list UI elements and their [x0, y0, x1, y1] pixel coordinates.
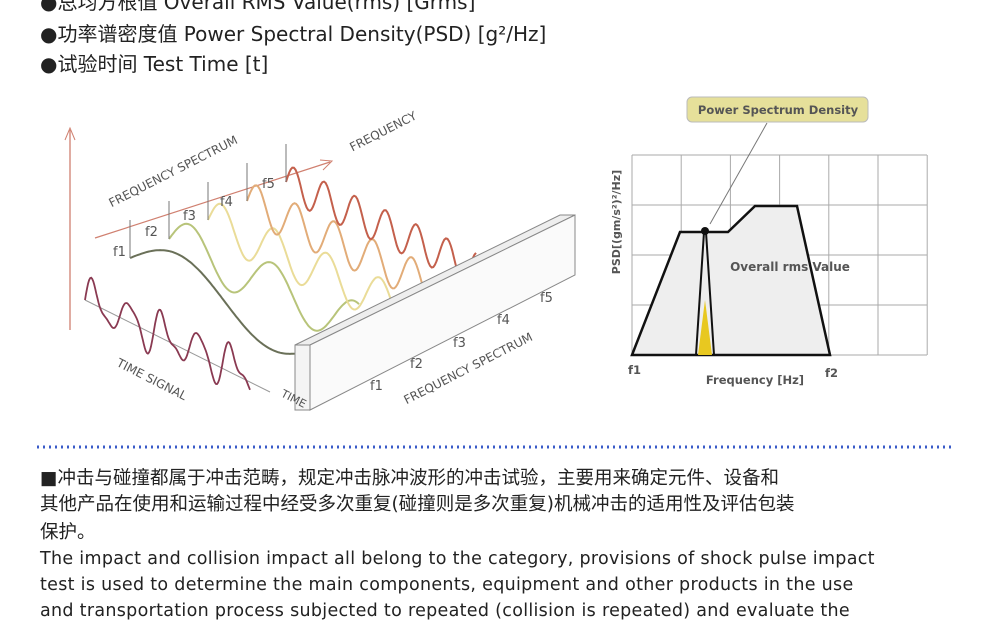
axis [94, 161, 331, 239]
wave [168, 222, 360, 332]
inner-label: Overall rms Value [730, 260, 850, 274]
arrow [319, 159, 334, 171]
dot [701, 227, 709, 235]
f-label: f3 [183, 209, 196, 224]
psd-shape [630, 204, 832, 357]
f-label: f2 [410, 357, 423, 372]
bullet: ●总均方根值 Overall RMS Value(rms) [Grms] [40, 0, 476, 14]
spike-fill [698, 300, 712, 355]
f-label: f1 [370, 379, 383, 394]
f-label: f4 [497, 313, 510, 328]
arrow [64, 126, 76, 141]
wave [285, 166, 477, 283]
callout-box [686, 96, 869, 123]
callout: Power Spectrum Density [698, 103, 859, 117]
wave [129, 249, 321, 355]
f-label: f1 [628, 363, 641, 377]
wave [246, 184, 438, 308]
f-label: f1 [113, 245, 126, 260]
f-label: f5 [540, 291, 553, 306]
f-label: f2 [145, 225, 158, 240]
paragraph-line: 其他产品在使用和运输过程中经受多次重复(碰撞则是多次重复)机械冲击的适用性及评估… [40, 494, 795, 515]
time-signal [84, 276, 251, 391]
paragraph-line: 保护。 [40, 522, 96, 543]
wave [207, 202, 399, 322]
f-label: f3 [453, 336, 466, 351]
f-label: f2 [825, 366, 838, 380]
paragraph-line: ■冲击与碰撞都属于冲击范畴，规定冲击脉冲波形的冲击试验，主要用来确定元件、设备和 [40, 468, 779, 489]
bullet: ●试验时间 Test Time [t] [40, 52, 269, 76]
y-label: PSD[(gm/s²)²/Hz] [610, 170, 623, 274]
label: FREQUENCY [347, 108, 419, 154]
x-label: Frequency [Hz] [706, 373, 804, 387]
box-front [309, 214, 576, 411]
bullet: ●功率谱密度值 Power Spectral Density(PSD) [g²/… [40, 22, 547, 46]
pointer [709, 122, 768, 225]
paragraph-line: The impact and collision impact all belo… [40, 549, 875, 569]
axis [84, 299, 271, 393]
paragraph-line: test is used to determine the main compo… [40, 575, 854, 595]
f-label: f4 [220, 195, 233, 210]
paragraph-line: and transportation process subjected to … [40, 601, 850, 621]
f-label: f5 [262, 177, 275, 192]
label: TIME SIGNAL [113, 355, 189, 403]
